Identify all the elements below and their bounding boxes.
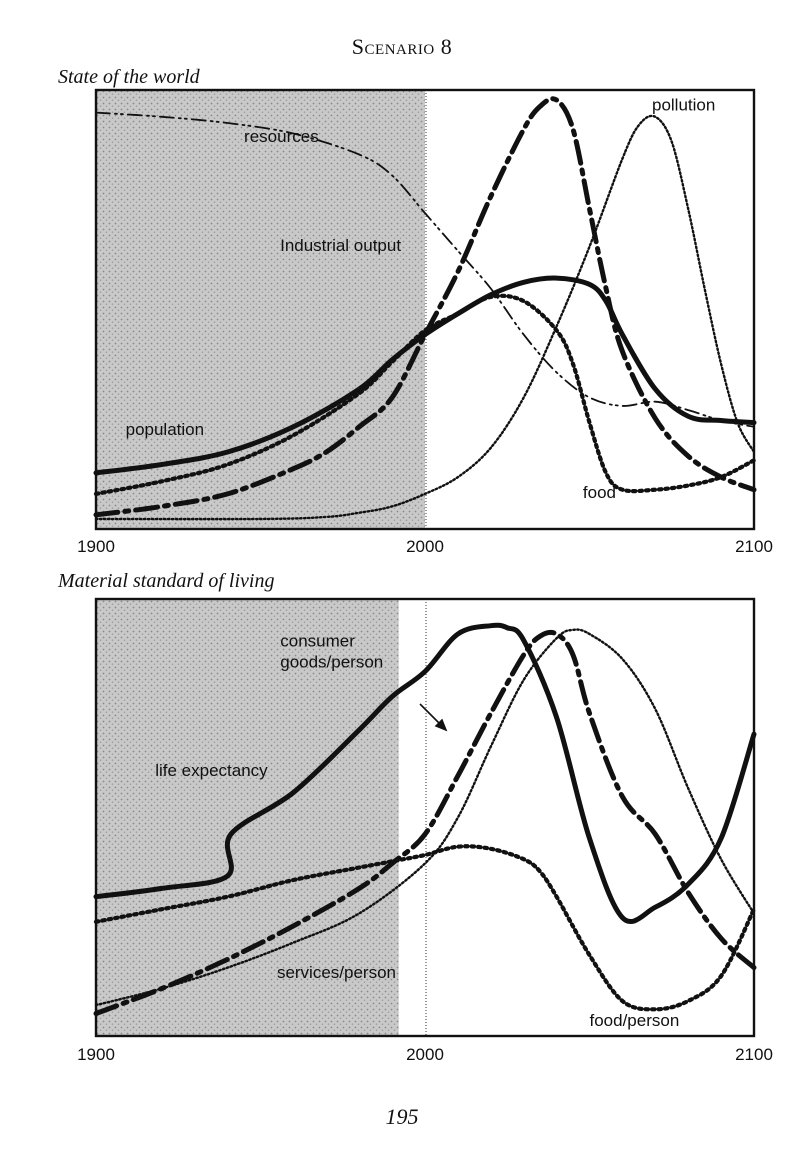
x-tick-label: 2100 xyxy=(735,1045,773,1064)
series-label-food-person: food/person xyxy=(590,1011,680,1030)
series-line-industrial-output xyxy=(93,96,757,518)
series-label-population: population xyxy=(126,420,204,439)
series-line-food xyxy=(93,293,757,496)
series-label-life-expectancy: life expectancy xyxy=(155,761,268,780)
consumer-goods-arrow xyxy=(419,703,448,732)
x-tick-label: 1900 xyxy=(77,1045,115,1064)
series-label-industrial-output: Industrial output xyxy=(280,236,401,255)
series-line-life-expectancy xyxy=(93,622,757,925)
material-standard-chart: consumer goods/person life expectancy servi… xyxy=(77,597,773,1064)
x-tick-label: 2000 xyxy=(406,1045,444,1064)
x-tick-label: 2100 xyxy=(735,537,773,556)
series-line-population xyxy=(93,275,757,476)
page-number: 195 xyxy=(385,1104,419,1129)
state-of-world-chart: resources Industrial output pollution popul… xyxy=(77,88,773,556)
chart-title-material-standard: Material standard of living xyxy=(58,570,275,592)
historical-shading xyxy=(96,90,425,529)
series-label-food: food xyxy=(583,483,616,502)
series-label-consumer-goods-person: consumer goods/person xyxy=(280,632,383,672)
series-line-consumer-goods-person xyxy=(93,629,757,1016)
series-label-services-person: services/person xyxy=(277,963,396,982)
series-label-resources: resources xyxy=(244,127,319,146)
plot-frame xyxy=(94,88,756,531)
chart-title-state-of-world: State of the world xyxy=(58,66,200,88)
series-line-resources xyxy=(95,111,755,428)
series-line-services-person xyxy=(94,628,756,1007)
series-line-food-person xyxy=(93,844,757,1012)
x-tick-label: 1900 xyxy=(77,537,115,556)
series-label-pollution: pollution xyxy=(652,95,715,114)
historical-shading xyxy=(96,599,399,1036)
series-line-pollution xyxy=(94,114,756,521)
x-tick-label: 2000 xyxy=(406,537,444,556)
plot-frame xyxy=(94,597,756,1038)
page-title: Scenario 8 xyxy=(351,34,453,59)
